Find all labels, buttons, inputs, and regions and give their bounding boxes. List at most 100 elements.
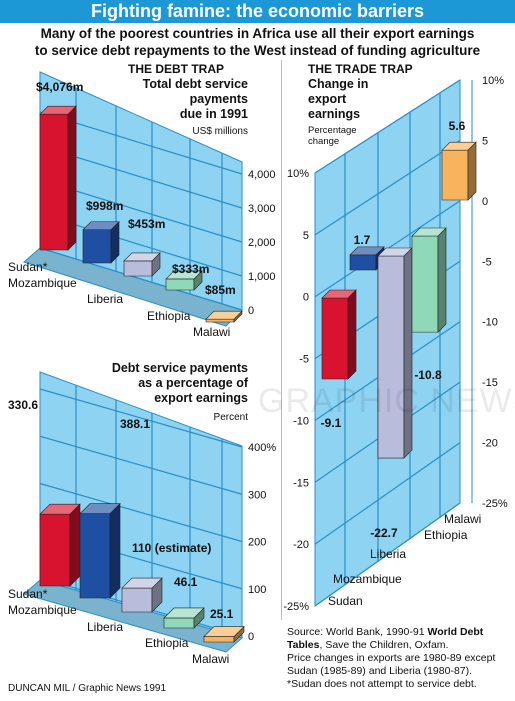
chart1-category-label: Malawi: [193, 325, 230, 339]
chart1-bar-top: [39, 105, 77, 115]
chart3-hgrid: [314, 139, 461, 236]
chart3-left-ytick: 10%: [287, 168, 309, 180]
chart3-category-label: Malawi: [444, 512, 481, 526]
note-line-3: *Sudan does not attempt to service debt.: [287, 678, 477, 690]
chart1-category-label: Liberia: [87, 292, 123, 306]
chart3-hgrid: [314, 442, 461, 545]
chart1-ytick: 3,000: [248, 203, 276, 215]
page-title: Fighting famine: the economic barriers: [90, 1, 425, 21]
chart2-bar-top: [79, 503, 121, 514]
chart3-bar-side: [467, 141, 477, 201]
chart2-bar-side: [69, 503, 81, 587]
chart2-category-label: Ethiopia: [145, 636, 189, 650]
chart2-bar: [163, 617, 195, 629]
chart3-category-label: Liberia: [370, 547, 406, 561]
debt-chart-title-line-2: payments: [189, 92, 248, 106]
source-publication-cont: Tables: [287, 639, 320, 651]
chart1-bar-top: [205, 310, 243, 320]
chart3-hgrid: [314, 79, 461, 174]
chart2-ytick: 200: [248, 537, 266, 549]
chart2-value-label: 25.1: [210, 607, 234, 621]
column-divider: [281, 60, 282, 620]
source-line-1: Source: World Bank, 1990-91 World Debt: [287, 626, 512, 639]
chart3-bar-top: [441, 141, 477, 151]
chart3-bar-top: [349, 246, 385, 256]
chart1-bar-top: [82, 221, 120, 231]
chart3-bar: [441, 149, 469, 201]
chart3-bar: [349, 254, 377, 271]
chart1-ytick: 2,000: [248, 237, 276, 249]
chart2-ytick: 0: [248, 631, 254, 643]
chart1-bar-top: [123, 252, 161, 262]
percent-chart-title: Debt service payments as a percentage of…: [78, 361, 248, 406]
chart3-right-ytick: -25%: [482, 498, 508, 510]
chart2-bar: [203, 636, 235, 643]
chart1-value-label: $333m: [172, 262, 209, 276]
chart1-category-label: Sudan*: [8, 260, 48, 274]
chart3-right-ytick: -10: [482, 317, 498, 329]
trade-chart-title: Change in export earnings: [308, 77, 428, 122]
percent-chart-title-line-3: export earnings: [154, 391, 248, 405]
chart2-category-label: Mozambique: [8, 603, 77, 617]
chart3-bar-side: [437, 227, 447, 333]
chart2-hgrid: [39, 388, 243, 448]
note-line-2: Sudan (1985-89) and Liberia (1980-87).: [287, 665, 473, 677]
chart3-right-ytick: -15: [482, 377, 498, 389]
chart3-left-ytick: -10: [293, 415, 309, 427]
chart1-hgrid: [39, 247, 243, 311]
chart2-value-label: 110 (estimate): [132, 541, 211, 555]
chart3-bar-side: [403, 247, 413, 459]
source-note: Source: World Bank, 1990-91 World Debt T…: [287, 626, 512, 691]
chart3-left-ytick: -20: [293, 539, 309, 551]
chart2-hgrid: [39, 482, 243, 543]
chart1-category-label: Mozambique: [8, 276, 77, 290]
chart3-right-ytick: 10%: [482, 75, 504, 87]
trade-chart-title-line-1: Change in: [308, 77, 369, 91]
chart1-bar: [123, 260, 153, 277]
chart3-left-ytick: 0: [303, 292, 309, 304]
chart1-bar: [82, 229, 112, 264]
chart3-bar: [377, 255, 405, 459]
chart3-category-label: Sudan: [328, 594, 363, 608]
credit-line: DUNCAN MIL / Graphic News 1991: [8, 683, 167, 694]
chart3-bar: [411, 235, 439, 333]
chart2-bar-top: [163, 607, 205, 619]
trade-chart-unit-line-2: change: [308, 136, 340, 147]
subtitle-line-1: Many of the poorest countries in Africa …: [40, 26, 475, 41]
chart3-bar-side: [347, 289, 357, 380]
chart2-ytick: 400%: [248, 442, 276, 454]
percent-chart-title-line-2: as a percentage of: [138, 376, 248, 390]
chart2-category-label: Malawi: [192, 652, 229, 666]
chart3-left-ytick: -25%: [283, 601, 309, 613]
chart3-category-label: Mozambique: [333, 572, 402, 586]
chart1-bar: [205, 318, 235, 323]
subtitle-line-2: to service debt repayments to the West i…: [34, 43, 481, 58]
debt-chart-title: Total debt service payments due in 1991: [88, 77, 248, 122]
chart2-value-label: 388.1: [120, 417, 150, 431]
chart1-value-label: $4,076m: [36, 80, 83, 94]
trade-chart-title-line-2: export: [308, 92, 347, 106]
chart2-ytick: 300: [248, 489, 266, 501]
note-line-1: Price changes in exports are 1980-89 exc…: [287, 652, 496, 664]
chart3-value-label: 5.6: [449, 119, 466, 133]
chart3-hgrid: [314, 502, 461, 607]
chart3-left-ytick: -5: [299, 354, 309, 366]
trade-chart-unit: Percentage change: [308, 125, 398, 147]
chart2-ytick: 100: [248, 584, 266, 596]
trade-trap-heading: THE TRADE TRAP: [308, 62, 413, 76]
chart2-value-label: 46.1: [174, 575, 198, 589]
trade-chart-title-line-3: earnings: [308, 107, 361, 121]
chart1-ytick: 1,000: [248, 271, 276, 283]
trade-chart-unit-line-1: Percentage: [308, 125, 357, 136]
title-banner: [0, 0, 515, 23]
chart1-bar: [165, 278, 195, 291]
percent-chart-title-line-1: Debt service payments: [111, 361, 248, 375]
chart1-value-label: $998m: [86, 199, 123, 213]
chart2-bar: [79, 513, 111, 599]
debt-chart-title-line-3: due in 1991: [179, 107, 248, 121]
chart1-bar: [39, 113, 69, 251]
chart1-ytick: 0: [248, 305, 254, 317]
chart2-bar-side: [109, 502, 121, 599]
chart2-value-label: 330.6: [8, 398, 38, 412]
